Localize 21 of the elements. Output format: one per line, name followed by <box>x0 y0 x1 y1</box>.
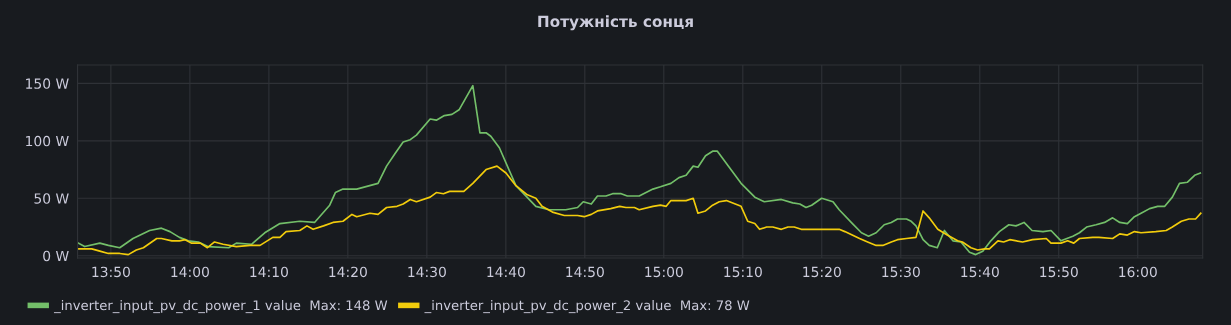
x-tick-label: 15:30 <box>882 266 920 278</box>
x-tick-label: 15:40 <box>961 266 999 278</box>
x-tick-label: 14:50 <box>566 266 604 278</box>
x-tick-label: 14:30 <box>408 266 446 278</box>
x-tick-label: 14:40 <box>487 266 525 278</box>
x-tick-label: 16:00 <box>1119 266 1157 278</box>
legend-label: _inverter_input_pv_dc_power_1 value Max: 148 W <box>53 299 388 314</box>
x-tick-label: 15:20 <box>803 266 841 278</box>
y-tick-label: 50 W <box>34 193 69 204</box>
x-tick-label: 13:50 <box>92 266 130 278</box>
y-tick-label: 100 W <box>26 135 69 147</box>
x-tick-label: 14:10 <box>250 266 288 278</box>
y-tick-label: 150 W <box>26 78 69 89</box>
x-tick-label: 15:00 <box>645 266 683 278</box>
legend-label: _inverter_input_pv_dc_power_2 value Max: 78 W <box>424 299 750 314</box>
y-tick-label: 0 W <box>43 250 69 262</box>
x-tick-label: 14:00 <box>171 266 209 278</box>
x-tick-label: 15:50 <box>1040 266 1078 278</box>
chart-title: Потужність сонця <box>538 15 693 31</box>
x-tick-label: 15:10 <box>724 266 762 278</box>
x-tick-label: 14:20 <box>329 266 367 278</box>
